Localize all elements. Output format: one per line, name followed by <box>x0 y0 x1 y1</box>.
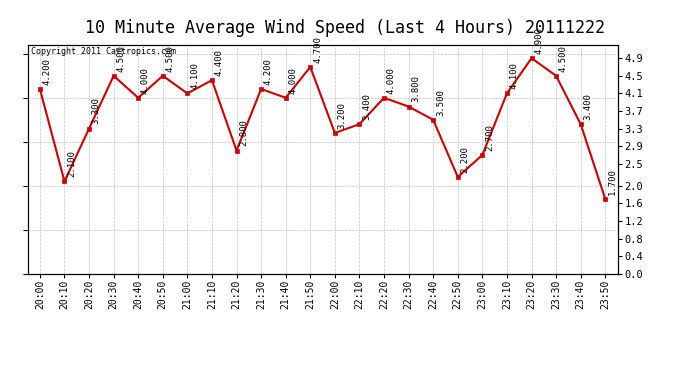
Text: 4.000: 4.000 <box>387 67 396 94</box>
Text: 4.500: 4.500 <box>559 45 568 72</box>
Text: 4.100: 4.100 <box>510 62 519 89</box>
Text: 4.000: 4.000 <box>288 67 297 94</box>
Text: 3.200: 3.200 <box>337 102 346 129</box>
Text: 4.200: 4.200 <box>43 58 52 85</box>
Text: 4.100: 4.100 <box>190 62 199 89</box>
Text: 10 Minute Average Wind Speed (Last 4 Hours) 20111222: 10 Minute Average Wind Speed (Last 4 Hou… <box>85 19 605 37</box>
Text: Copyright 2011 Cartropics.com: Copyright 2011 Cartropics.com <box>30 47 175 56</box>
Text: 4.700: 4.700 <box>313 36 322 63</box>
Text: 3.800: 3.800 <box>411 75 420 102</box>
Text: 3.300: 3.300 <box>92 98 101 124</box>
Text: 3.400: 3.400 <box>584 93 593 120</box>
Text: 3.500: 3.500 <box>436 89 445 116</box>
Text: 4.000: 4.000 <box>141 67 150 94</box>
Text: 4.200: 4.200 <box>264 58 273 85</box>
Text: 2.100: 2.100 <box>67 150 77 177</box>
Text: 2.200: 2.200 <box>460 146 470 173</box>
Text: 2.800: 2.800 <box>239 120 248 146</box>
Text: 4.900: 4.900 <box>534 27 543 54</box>
Text: 4.500: 4.500 <box>117 45 126 72</box>
Text: 2.700: 2.700 <box>485 124 494 151</box>
Text: 3.400: 3.400 <box>362 93 371 120</box>
Text: 1.700: 1.700 <box>608 168 617 195</box>
Text: 4.400: 4.400 <box>215 49 224 76</box>
Text: 4.500: 4.500 <box>166 45 175 72</box>
